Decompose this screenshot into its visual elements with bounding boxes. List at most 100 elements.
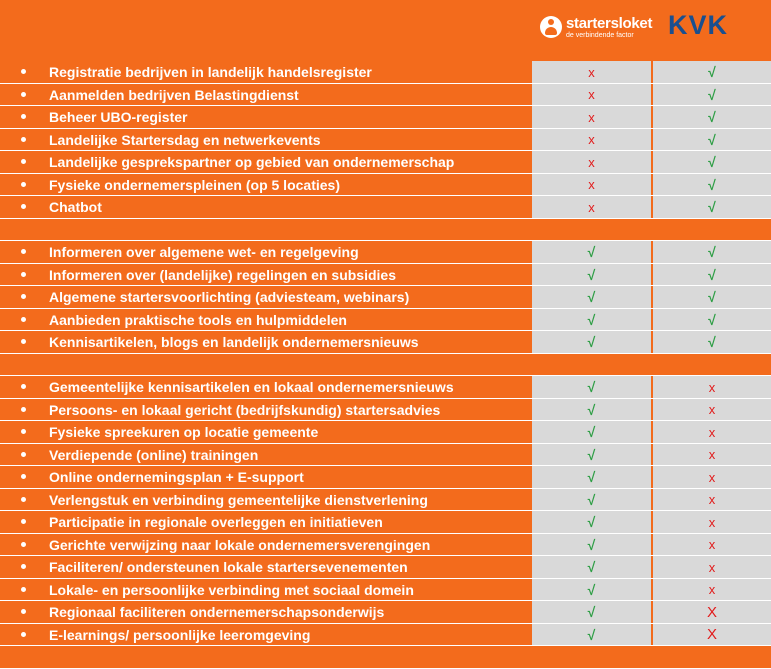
startersloket-cell: √ [532,308,651,331]
startersloket-cell: √ [532,331,651,354]
bullet-icon [21,249,26,255]
startersloket-mark: √ [587,446,596,463]
startersloket-mark: x [588,199,595,215]
kvk-mark: X [706,626,717,644]
bullet-icon [21,609,26,615]
startersloket-cell: √ [532,241,651,264]
bullet-icon [21,564,26,570]
row-label-cell: Informeren over algemene wet- en regelge… [0,241,531,264]
startersloket-mark: √ [587,514,596,531]
table-row: Informeren over algemene wet- en regelge… [0,241,771,264]
table-row: Chatbot x √ [0,196,771,219]
startersloket-cell: √ [532,263,651,286]
row-label-cell: Landelijke Startersdag en netwerkevents [0,128,531,151]
startersloket-mark: √ [587,311,596,328]
bullet-icon [21,519,26,525]
kvk-cell: x [653,466,771,489]
kvk-cell: X [653,601,771,624]
startersloket-mark: √ [587,604,596,621]
row-label-cell: Regionaal faciliteren ondernemerschapson… [0,601,531,624]
kvk-cell [653,646,771,669]
row-label: Online ondernemingsplan + E-support [49,469,304,486]
row-label-cell: E-learnings/ persoonlijke leeromgeving [0,623,531,646]
startersloket-cell: x [532,196,651,219]
kvk-mark: √ [708,244,716,261]
kvk-mark: √ [708,109,716,126]
kvk-mark: √ [708,131,716,148]
startersloket-cell: √ [532,443,651,466]
table-row: Aanmelden bedrijven Belastingdienst x √ [0,83,771,106]
startersloket-cell: x [532,151,651,174]
startersloket-cell: √ [532,511,651,534]
table-row: Aanbieden praktische tools en hulpmiddel… [0,308,771,331]
kvk-cell: x [653,376,771,399]
kvk-mark: x [708,402,716,418]
startersloket-mark: x [588,154,595,170]
kvk-cell: √ [653,263,771,286]
row-label: Fysieke spreekuren op locatie gemeente [49,424,319,441]
bullet-icon [21,91,26,97]
row-label-cell: Aanbieden praktische tools en hulpmiddel… [0,308,531,331]
kvk-cell: x [653,578,771,601]
startersloket-mark: √ [587,244,596,261]
startersloket-cell: x [532,173,651,196]
kvk-mark: √ [708,266,716,283]
kvk-cell: X [653,623,771,646]
kvk-cell: x [653,488,771,511]
bullet-icon [21,204,26,210]
table-row: Beheer UBO-register x √ [0,106,771,129]
bullet-icon [21,316,26,322]
row-label-cell: Algemene startersvoorlichting (adviestea… [0,286,531,309]
row-label-cell: Verlengstuk en verbinding gemeentelijke … [0,488,531,511]
kvk-mark: x [708,514,716,530]
kvk-mark: x [708,469,716,485]
startersloket-cell [532,646,651,669]
bullet-icon [21,451,26,457]
row-label: Landelijke gesprekspartner op gebied van… [49,154,455,171]
startersloket-mark: √ [587,536,596,553]
startersloket-tagline: de verbindende factor [566,31,634,39]
startersloket-mark: √ [587,266,596,283]
kvk-mark: √ [708,199,716,216]
startersloket-mark: √ [587,379,596,396]
kvk-mark: √ [708,154,716,171]
table-row: Landelijke Startersdag en netwerkevents x… [0,128,771,151]
row-label-cell: Kennisartikelen, blogs en landelijk onde… [0,331,531,354]
table-row: Online ondernemingsplan + E-support √ x [0,466,771,489]
row-label-cell: Verdiepende (online) trainingen [0,443,531,466]
startersloket-cell: √ [532,376,651,399]
startersloket-mark: √ [587,469,596,486]
kvk-cell: √ [653,128,771,151]
kvk-mark: X [706,603,717,621]
table-row: Regionaal faciliteren ondernemerschapson… [0,601,771,624]
kvk-cell: x [653,443,771,466]
bullet-icon [21,271,26,277]
kvk-mark: x [708,379,716,395]
kvk-cell: √ [653,286,771,309]
startersloket-cell: x [532,83,651,106]
row-label-cell: Faciliteren/ ondersteunen lokale starter… [0,556,531,579]
kvk-cell [653,353,771,376]
startersloket-cell: x [532,106,651,129]
separator-row [0,353,771,376]
kvk-cell: x [653,556,771,579]
table-row: Gerichte verwijzing naar lokale ondernem… [0,533,771,556]
bullet-icon [21,69,26,75]
row-label-cell: Aanmelden bedrijven Belastingdienst [0,83,531,106]
kvk-mark: x [708,537,716,553]
kvk-cell: √ [653,106,771,129]
startersloket-mark: √ [587,491,596,508]
startersloket-cell: √ [532,533,651,556]
table-row: Fysieke ondernemerspleinen (op 5 locatie… [0,173,771,196]
table-row: Verlengstuk en verbinding gemeentelijke … [0,488,771,511]
startersloket-cell: √ [532,556,651,579]
kvk-mark: √ [708,176,716,193]
row-label: Participatie in regionale overleggen en … [49,514,383,531]
bullet-icon [21,474,26,480]
startersloket-cell: √ [532,286,651,309]
startersloket-cell: x [532,128,651,151]
row-label-cell: Fysieke ondernemerspleinen (op 5 locatie… [0,173,531,196]
kvk-cell [653,218,771,241]
startersloket-mark: x [588,87,595,103]
bullet-icon [21,114,26,120]
